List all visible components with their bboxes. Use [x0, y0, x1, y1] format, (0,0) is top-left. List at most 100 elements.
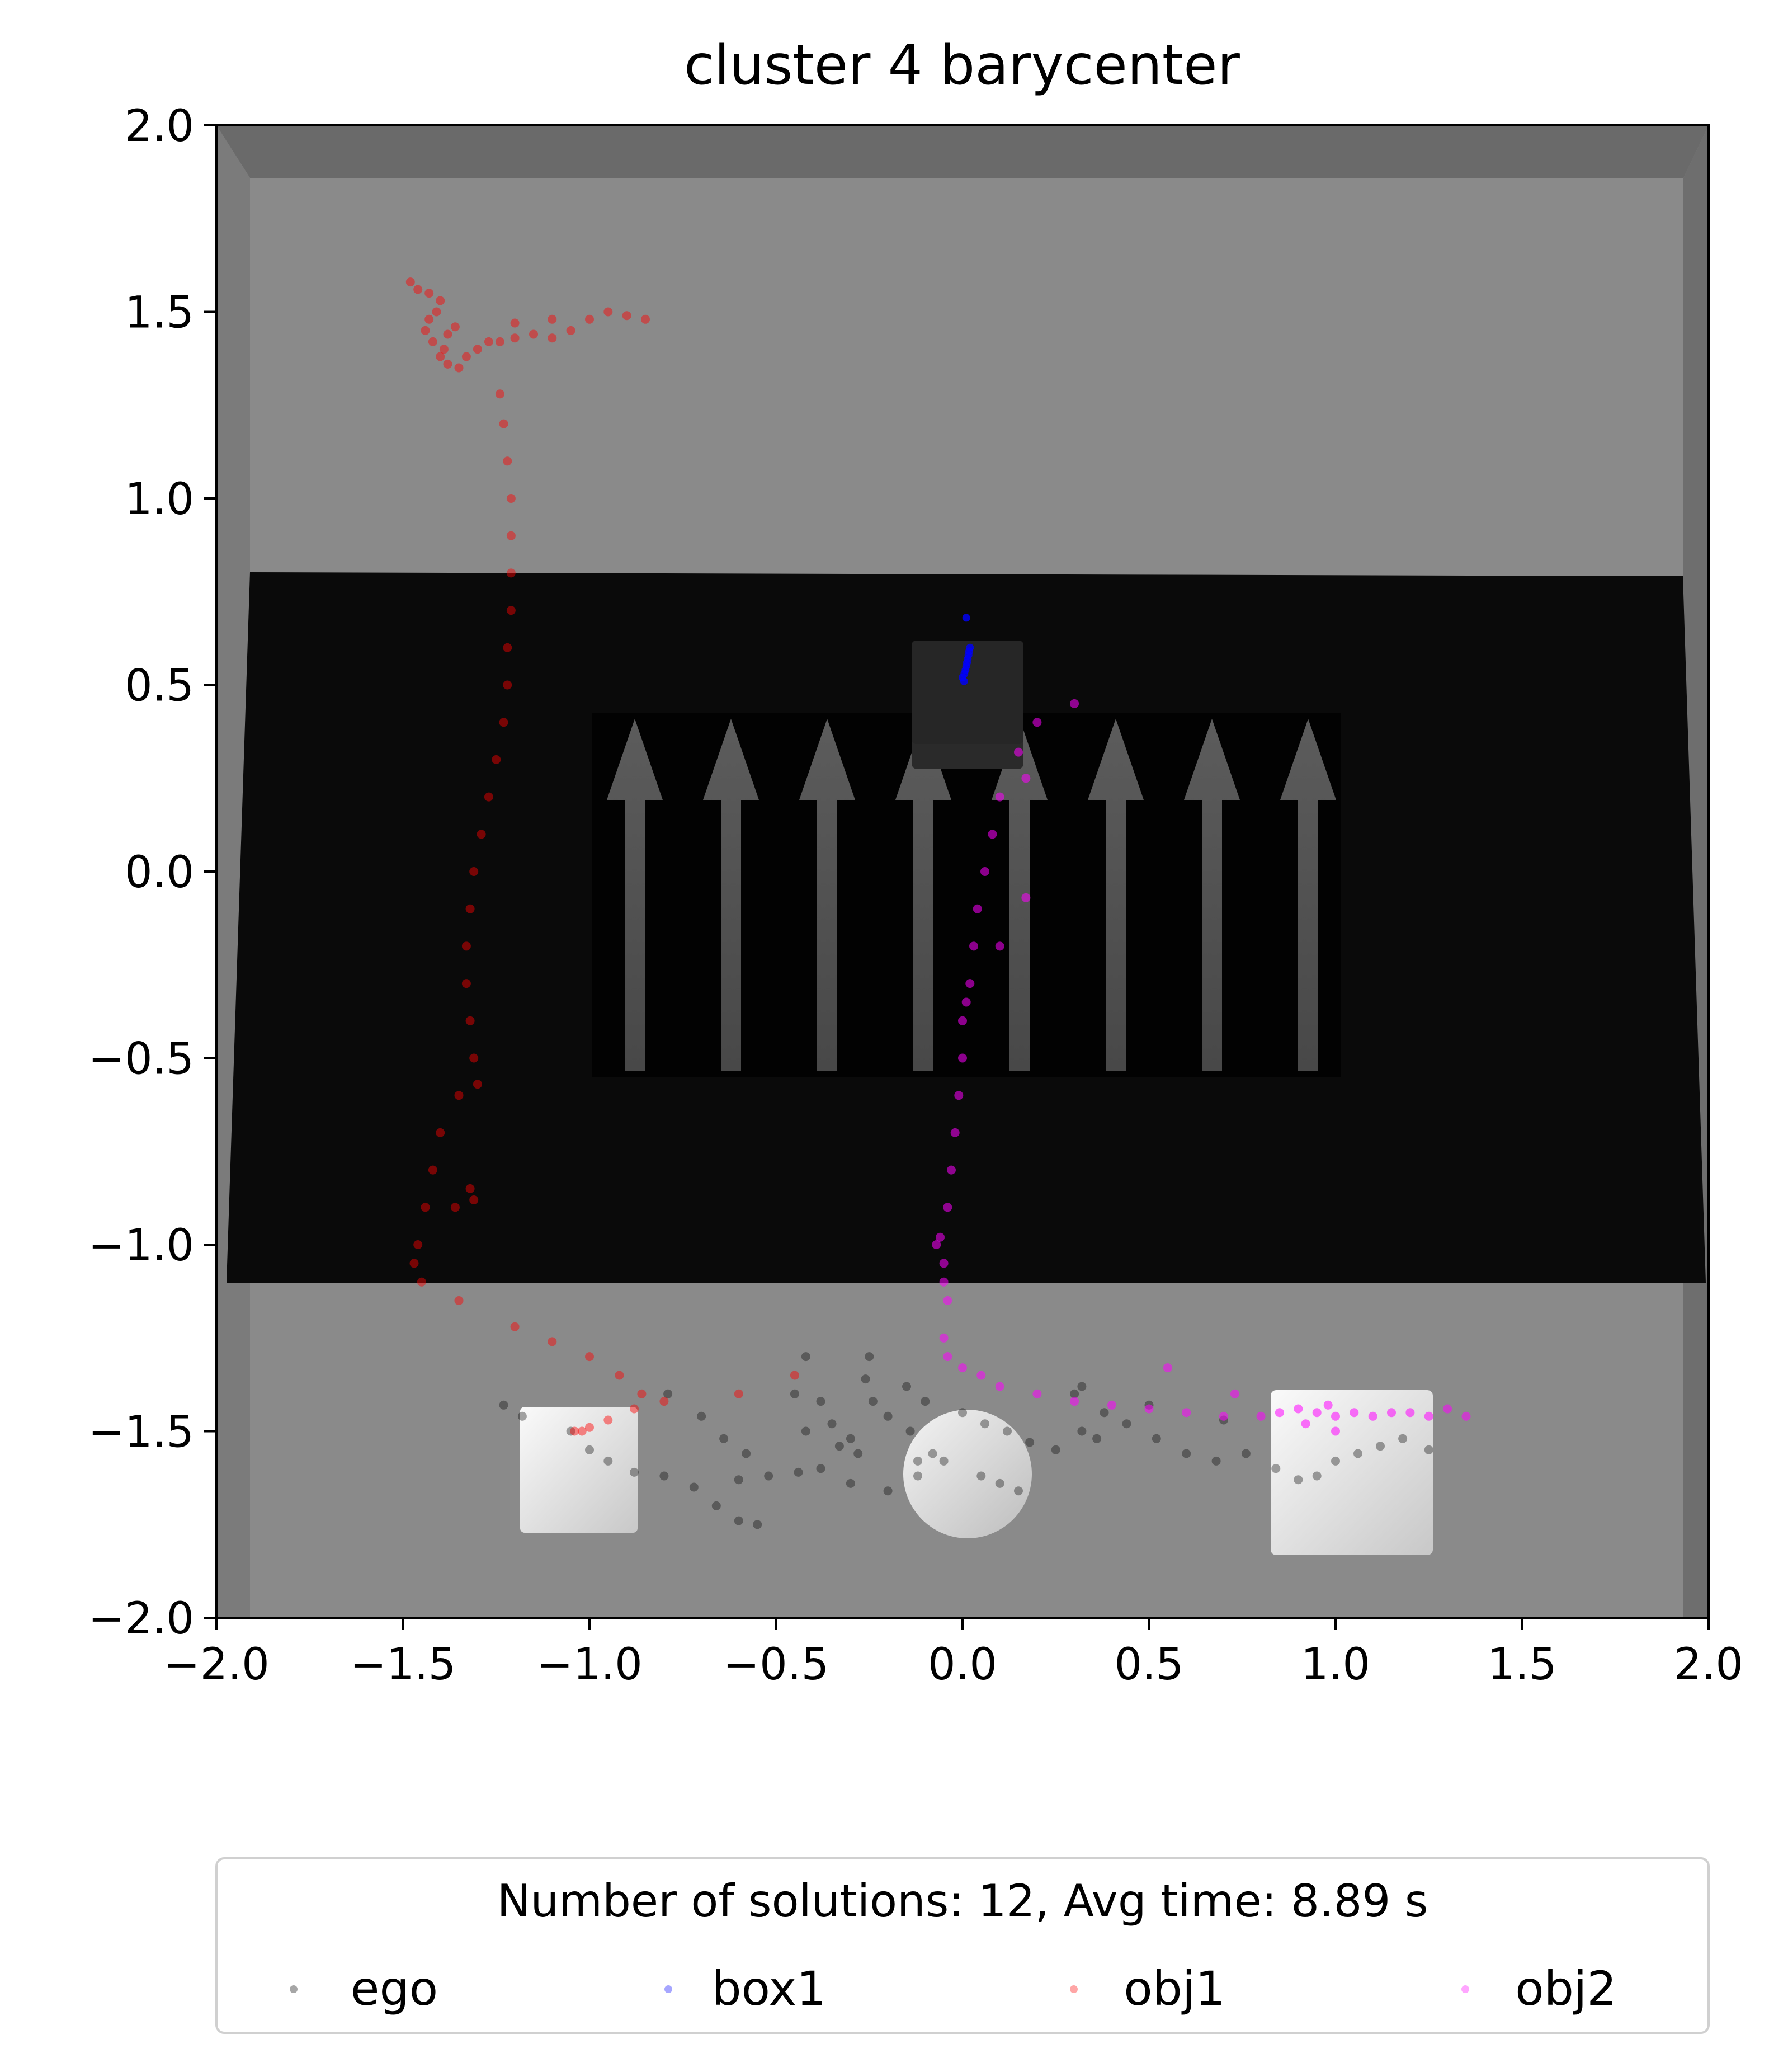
data-point-obj1: [630, 1404, 639, 1414]
data-point-obj2: [1014, 747, 1023, 757]
data-point-ego: [834, 1442, 844, 1451]
arrow-shape: [799, 719, 855, 1071]
data-point-box1: [966, 643, 974, 652]
data-point-ego: [1353, 1449, 1362, 1458]
data-point-ego: [1077, 1382, 1087, 1391]
data-point-ego: [1152, 1434, 1161, 1443]
data-point-obj2: [1021, 893, 1031, 902]
y-tick-label: −2.0: [88, 1594, 194, 1644]
data-point-ego: [846, 1434, 855, 1443]
data-point-obj2: [1350, 1408, 1359, 1418]
data-point-obj1: [548, 333, 557, 343]
data-point-ego: [1211, 1456, 1221, 1466]
data-point-obj2: [988, 830, 997, 839]
data-point-obj1: [461, 352, 471, 361]
arrow-shape: [992, 719, 1048, 1071]
data-point-obj1: [585, 314, 594, 324]
data-point-ego: [958, 1408, 967, 1418]
data-point-obj2: [943, 1352, 952, 1362]
data-point-obj1: [548, 314, 557, 324]
data-point-obj2: [995, 941, 1004, 951]
data-point-obj2: [995, 1382, 1004, 1391]
data-point-obj1: [443, 329, 452, 339]
data-point-obj1: [454, 1296, 464, 1305]
data-point-obj1: [499, 718, 508, 727]
data-point-obj1: [428, 1165, 437, 1175]
legend-label-obj2: obj2: [1515, 1961, 1617, 2016]
arrow-shape: [607, 719, 663, 1071]
data-point-ego: [1241, 1449, 1251, 1458]
data-point-obj1: [603, 307, 613, 317]
arrow-shape: [703, 719, 759, 1071]
data-point-ego: [585, 1445, 594, 1454]
back-wall: [216, 125, 1709, 178]
data-point-obj1: [421, 1203, 430, 1212]
data-point-ego: [663, 1389, 673, 1398]
data-point-ego: [921, 1397, 930, 1406]
data-point-ego: [1271, 1464, 1281, 1473]
data-point-ego: [816, 1397, 825, 1406]
data-point-obj1: [413, 285, 423, 294]
white-cube-left: [520, 1407, 638, 1533]
y-tick-label: 2.0: [125, 101, 194, 152]
data-point-obj2: [965, 979, 975, 988]
data-point-obj2: [1331, 1411, 1340, 1421]
data-point-obj2: [1443, 1404, 1452, 1414]
data-point-ego: [1070, 1389, 1079, 1398]
data-point-ego: [995, 1478, 1004, 1488]
data-point-ego: [734, 1475, 743, 1485]
data-point-obj2: [958, 1016, 967, 1025]
legend-marker-obj1: [1070, 1985, 1078, 1993]
data-point-ego: [883, 1486, 893, 1496]
data-point-obj2: [958, 1363, 967, 1373]
data-point-ego: [1025, 1438, 1035, 1447]
data-point-ego: [790, 1389, 799, 1398]
data-point-obj1: [473, 345, 482, 354]
data-point-obj2: [1230, 1389, 1239, 1398]
data-point-obj1: [432, 307, 441, 317]
data-point-obj1: [585, 1423, 594, 1432]
data-point-obj2: [1461, 1411, 1471, 1421]
data-point-obj1: [499, 419, 508, 428]
y-tick-label: −1.5: [88, 1407, 194, 1458]
x-tick-label: 0.5: [1114, 1640, 1183, 1690]
data-point-obj2: [1032, 718, 1042, 727]
data-point-ego: [816, 1464, 825, 1473]
data-point-ego: [719, 1434, 729, 1443]
data-point-obj1: [548, 1337, 557, 1346]
legend-marker-box1: [664, 1985, 672, 1993]
data-point-obj1: [450, 322, 460, 332]
data-point-obj1: [603, 1415, 613, 1425]
data-point-obj1: [454, 363, 464, 373]
y-tick-label: 1.0: [125, 474, 194, 525]
data-point-ego: [1003, 1426, 1012, 1436]
data-point-obj2: [1107, 1400, 1116, 1410]
data-point-obj2: [1182, 1408, 1191, 1418]
data-point-obj1: [473, 1080, 482, 1089]
data-point-ego: [865, 1352, 874, 1362]
y-axis-ticks: 2.0 1.5 1.0 0.5 0.0 −0.5 −1.0 −1.5 −2.0: [88, 101, 216, 1644]
x-tick-label: −0.5: [723, 1640, 829, 1690]
data-point-obj2: [1070, 699, 1079, 708]
x-tick-label: −1.5: [350, 1640, 456, 1690]
legend: Number of solutions: 12, Avg time: 8.89 …: [215, 1857, 1710, 2034]
data-point-obj2: [954, 1091, 964, 1100]
data-point-obj2: [1331, 1426, 1340, 1436]
data-point-obj1: [436, 1128, 445, 1137]
data-point-obj1: [506, 606, 516, 615]
data-point-obj1: [529, 329, 538, 339]
white-cube-right: [1271, 1390, 1433, 1555]
data-point-obj1: [495, 337, 504, 346]
data-point-obj1: [503, 680, 512, 690]
data-point-obj1: [424, 289, 434, 298]
legend-label-box1: box1: [711, 1961, 826, 2016]
dark-box-top: [912, 641, 1023, 744]
data-point-obj1: [409, 1259, 419, 1268]
data-point-obj1: [510, 318, 520, 328]
data-point-obj2: [936, 1232, 945, 1242]
legend-marker-ego: [290, 1985, 298, 1993]
data-point-obj2: [939, 1259, 949, 1268]
data-point-obj1: [659, 1397, 669, 1406]
data-point-obj1: [436, 352, 445, 361]
